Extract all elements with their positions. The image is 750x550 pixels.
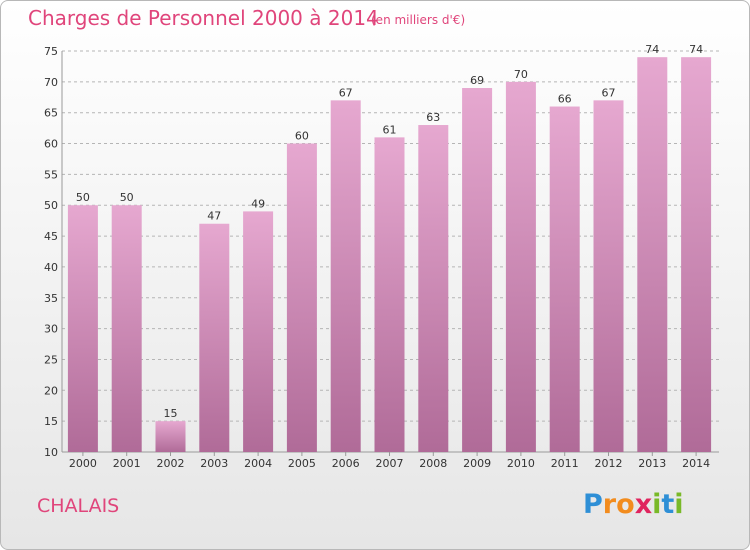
bar bbox=[374, 137, 405, 452]
y-tick-label: 45 bbox=[44, 230, 58, 243]
x-tick-label: 2007 bbox=[376, 457, 404, 470]
x-tick-label: 2005 bbox=[288, 457, 316, 470]
logo-letter: P bbox=[583, 489, 603, 520]
x-tick-label: 2000 bbox=[69, 457, 97, 470]
y-tick-label: 75 bbox=[44, 45, 58, 58]
bar bbox=[111, 205, 142, 452]
x-tick-label: 2004 bbox=[244, 457, 272, 470]
y-tick-label: 15 bbox=[44, 415, 58, 428]
logo-letter: i bbox=[652, 489, 662, 520]
bar bbox=[462, 88, 493, 452]
y-tick-label: 70 bbox=[44, 76, 58, 89]
proxiti-logo[interactable]: Proxiti bbox=[583, 489, 684, 520]
x-tick-label: 2014 bbox=[682, 457, 710, 470]
logo-letter: r bbox=[602, 489, 617, 520]
bar bbox=[330, 100, 361, 452]
y-tick-labels: 10 15 20 25 30 35 40 45 50 55 60 65 70 75 bbox=[44, 45, 58, 459]
bar bbox=[155, 421, 186, 452]
x-tick-label: 2006 bbox=[332, 457, 360, 470]
bar-value-label: 66 bbox=[558, 93, 572, 106]
x-tick-labels: 2000 2001 2002 2003 2004 2005 2006 2007 2008 2009… bbox=[69, 452, 710, 470]
bar-value-label: 63 bbox=[426, 111, 440, 124]
bar-value-label: 47 bbox=[207, 210, 221, 223]
bars bbox=[67, 57, 712, 453]
commune-name: CHALAIS bbox=[37, 495, 120, 517]
x-tick-label: 2001 bbox=[113, 457, 141, 470]
x-tick-label: 2003 bbox=[200, 457, 228, 470]
y-tick-label: 30 bbox=[44, 323, 58, 336]
bar-value-label: 49 bbox=[251, 197, 265, 210]
y-tick-label: 60 bbox=[44, 138, 58, 151]
bar bbox=[67, 205, 98, 452]
bar bbox=[549, 106, 580, 453]
logo-letter: t bbox=[661, 489, 675, 520]
bar bbox=[593, 100, 624, 452]
x-tick-label: 2010 bbox=[507, 457, 535, 470]
chart-unit: (en milliers d'€) bbox=[371, 13, 466, 27]
bar-value-label: 61 bbox=[383, 123, 397, 136]
y-tick-label: 20 bbox=[44, 384, 58, 397]
bar-value-label: 15 bbox=[164, 407, 178, 420]
bar-value-label: 67 bbox=[602, 86, 616, 99]
bar bbox=[637, 57, 668, 453]
x-tick-label: 2013 bbox=[638, 457, 666, 470]
logo-letter: i bbox=[674, 489, 684, 520]
y-tick-label: 65 bbox=[44, 107, 58, 120]
x-tick-label: 2011 bbox=[551, 457, 579, 470]
bar bbox=[505, 81, 536, 452]
y-tick-label: 10 bbox=[44, 446, 58, 459]
chart-title: Charges de Personnel 2000 à 2014 bbox=[28, 6, 379, 30]
bar-value-label: 50 bbox=[76, 191, 90, 204]
bar bbox=[199, 223, 230, 452]
bar-value-label: 69 bbox=[470, 74, 484, 87]
bar-value-label: 60 bbox=[295, 130, 309, 143]
bar bbox=[681, 57, 712, 453]
logo-letter: x bbox=[634, 489, 653, 520]
x-tick-label: 2002 bbox=[157, 457, 185, 470]
bar-value-label: 74 bbox=[645, 43, 659, 56]
x-tick-label: 2009 bbox=[463, 457, 491, 470]
y-tick-label: 55 bbox=[44, 168, 58, 181]
y-tick-label: 40 bbox=[44, 261, 58, 274]
bar-value-label: 70 bbox=[514, 68, 528, 81]
bar bbox=[418, 125, 449, 453]
y-tick-label: 25 bbox=[44, 353, 58, 366]
bar-value-label: 74 bbox=[689, 43, 703, 56]
y-tick-label: 35 bbox=[44, 292, 58, 305]
logo-letter: o bbox=[616, 489, 635, 520]
bar-value-label: 67 bbox=[339, 86, 353, 99]
bar-value-label: 50 bbox=[120, 191, 134, 204]
bar bbox=[243, 211, 274, 452]
x-tick-label: 2008 bbox=[419, 457, 447, 470]
y-tick-label: 50 bbox=[44, 199, 58, 212]
data-labels: 50 50 15 47 49 60 67 61 63 69 70 66 67 74 74 bbox=[76, 43, 703, 420]
x-tick-label: 2012 bbox=[595, 457, 623, 470]
bar bbox=[286, 143, 317, 453]
